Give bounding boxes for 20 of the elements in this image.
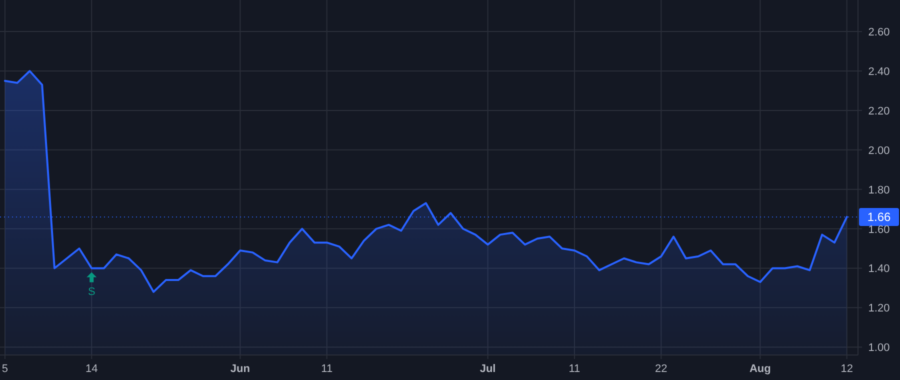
x-tick-label: 5 (2, 363, 8, 375)
x-tick-label: Jun (230, 363, 250, 375)
x-tick-label: 11 (321, 363, 333, 375)
y-tick-label: 2.60 (868, 26, 890, 39)
annotation: S (88, 286, 96, 298)
y-tick-label: 2.00 (868, 144, 890, 157)
y-tick-label: 1.60 (868, 224, 890, 236)
ref-line-label: 1.66 (867, 210, 891, 224)
x-tick-label: 12 (840, 363, 853, 375)
y-tick-label: 1.20 (868, 302, 890, 315)
x-tick-label: 22 (655, 363, 668, 375)
y-tick-label: 1.80 (868, 184, 890, 196)
y-tick-label: 1.00 (868, 342, 890, 354)
x-tick-label: 11 (568, 363, 580, 375)
y-tick-label: 2.40 (868, 66, 890, 78)
x-tick-label: 14 (85, 363, 98, 375)
y-tick-label: 2.20 (868, 105, 890, 118)
y-tick-label: 1.40 (868, 263, 890, 276)
x-tick-label: Jul (480, 363, 496, 375)
x-tick-label: Aug (749, 363, 771, 375)
